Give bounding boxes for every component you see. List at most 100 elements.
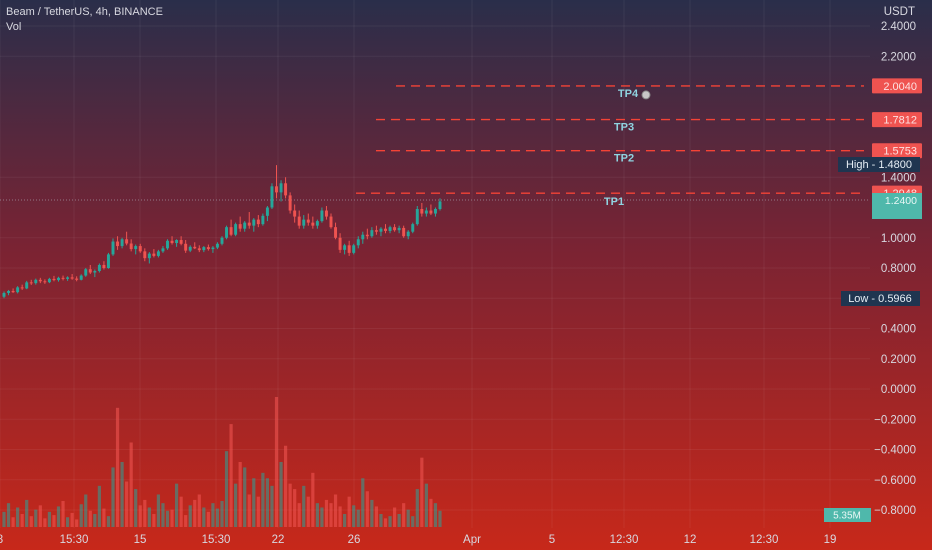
candle[interactable] (329, 213, 333, 229)
candle[interactable] (433, 207, 437, 217)
candle[interactable] (179, 236, 183, 246)
target-label-tp4[interactable]: TP4 (618, 88, 639, 100)
candle[interactable] (352, 243, 356, 255)
time-axis[interactable]: 8 15:30 15 15:30 22 26 Apr 5 12:30 12 12:30 19 (0, 534, 836, 546)
candle[interactable] (288, 192, 292, 214)
candle[interactable] (188, 245, 192, 253)
candle[interactable] (429, 204, 433, 216)
candle[interactable] (420, 202, 424, 217)
candle[interactable] (116, 236, 120, 250)
candle[interactable] (206, 244, 210, 251)
candle[interactable] (261, 213, 265, 226)
candle[interactable] (215, 242, 219, 250)
candle[interactable] (361, 231, 365, 244)
candlesticks[interactable] (2, 165, 442, 299)
candle[interactable] (106, 252, 110, 269)
candle[interactable] (229, 219, 233, 237)
price-axis[interactable]: 2.40002.20001.40001.00000.80000.60000.40… (874, 6, 916, 517)
volume-indicator-label[interactable]: Vol (6, 21, 22, 33)
candle[interactable] (47, 277, 51, 284)
candle[interactable] (11, 288, 15, 293)
candle[interactable] (379, 227, 383, 237)
candle[interactable] (66, 276, 70, 281)
candle[interactable] (111, 238, 115, 256)
candle[interactable] (25, 280, 29, 290)
candle[interactable] (75, 276, 79, 282)
candle[interactable] (70, 274, 74, 280)
candle[interactable] (275, 165, 278, 199)
candle[interactable] (252, 218, 256, 232)
candle[interactable] (315, 219, 319, 229)
target-label-tp2[interactable]: TP2 (614, 153, 634, 165)
candle[interactable] (166, 239, 169, 250)
candle[interactable] (29, 279, 33, 285)
candle[interactable] (125, 231, 129, 246)
candle[interactable] (320, 207, 324, 223)
target-label-tp1[interactable]: TP1 (604, 196, 624, 208)
candle[interactable] (129, 239, 133, 252)
candle[interactable] (175, 239, 179, 247)
candle[interactable] (16, 286, 20, 294)
candle[interactable] (384, 224, 387, 234)
candle[interactable] (365, 228, 369, 240)
candle[interactable] (225, 225, 229, 240)
candle[interactable] (306, 213, 310, 226)
candle[interactable] (84, 268, 88, 277)
candle[interactable] (438, 198, 442, 211)
candle[interactable] (279, 180, 283, 202)
candle[interactable] (343, 243, 347, 255)
candle[interactable] (388, 225, 392, 234)
candle[interactable] (97, 263, 101, 273)
candle[interactable] (20, 284, 24, 290)
candle[interactable] (34, 278, 38, 285)
candle[interactable] (247, 212, 251, 229)
tp4-marker-icon[interactable] (641, 90, 651, 100)
candle[interactable] (338, 233, 342, 253)
candle[interactable] (170, 236, 174, 245)
candle[interactable] (220, 236, 224, 246)
candle[interactable] (302, 215, 306, 229)
candle[interactable] (356, 236, 360, 249)
candle[interactable] (397, 225, 401, 234)
candle[interactable] (284, 177, 288, 199)
candle[interactable] (311, 216, 315, 229)
candle[interactable] (147, 252, 151, 264)
candle[interactable] (256, 215, 260, 228)
candle[interactable] (193, 242, 197, 250)
candle[interactable] (38, 277, 42, 284)
candle[interactable] (197, 245, 201, 253)
candle[interactable] (184, 240, 188, 253)
candle[interactable] (152, 249, 156, 258)
candle[interactable] (347, 240, 351, 256)
candle[interactable] (411, 222, 415, 234)
candle[interactable] (297, 210, 301, 229)
candle[interactable] (2, 291, 6, 299)
candle[interactable] (120, 237, 124, 249)
candle[interactable] (243, 221, 247, 232)
candle[interactable] (7, 289, 11, 296)
candle[interactable] (415, 205, 419, 226)
candle[interactable] (43, 279, 47, 284)
candle[interactable] (211, 246, 215, 253)
symbol-title[interactable]: Beam / TetherUS, 4h, BINANCE (6, 6, 163, 18)
candle[interactable] (156, 249, 160, 258)
candle[interactable] (293, 204, 297, 223)
candle[interactable] (143, 248, 147, 262)
candle[interactable] (234, 222, 238, 237)
candle[interactable] (61, 275, 65, 281)
candle[interactable] (52, 275, 56, 282)
candle[interactable] (102, 261, 106, 270)
candle[interactable] (161, 246, 165, 253)
candle[interactable] (393, 224, 397, 232)
candle[interactable] (402, 225, 406, 238)
currency-label[interactable]: USDT (884, 6, 915, 18)
candle[interactable] (370, 227, 374, 238)
candle[interactable] (406, 230, 410, 240)
candle[interactable] (79, 274, 83, 281)
candle[interactable] (134, 244, 138, 255)
candle[interactable] (57, 276, 60, 282)
candle[interactable] (265, 205, 269, 222)
candle[interactable] (202, 246, 206, 253)
candle[interactable] (270, 183, 274, 210)
